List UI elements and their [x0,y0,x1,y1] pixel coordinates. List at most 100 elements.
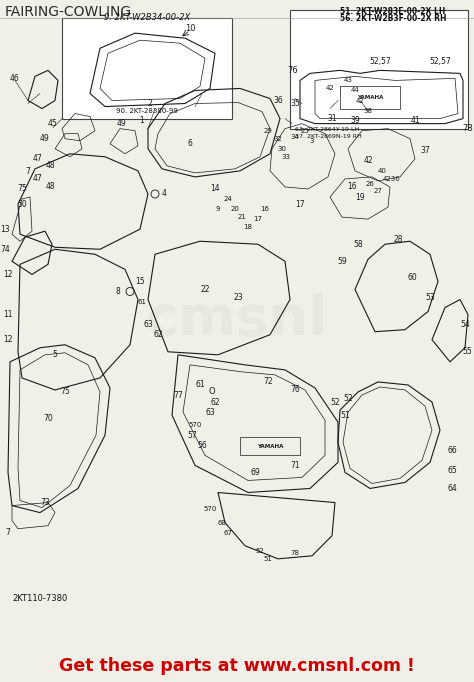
Text: 7: 7 [6,528,10,537]
Text: 61: 61 [138,299,147,305]
Text: 28: 28 [393,235,403,243]
Text: 42: 42 [356,98,365,104]
Text: 11: 11 [3,310,13,319]
Text: YAMAHA: YAMAHA [357,95,383,100]
Text: 51. 2KT-W283E-00-2X LH: 51. 2KT-W283E-00-2X LH [340,7,446,16]
Text: 33: 33 [282,154,291,160]
Text: 58: 58 [353,240,363,249]
Text: 30: 30 [277,146,286,152]
Text: 48: 48 [45,162,55,170]
Text: 74: 74 [0,245,10,254]
Text: 66: 66 [447,446,457,455]
Text: 15: 15 [135,277,145,286]
Text: 54: 54 [460,320,470,329]
Text: 44: 44 [351,87,359,93]
Text: 7: 7 [26,167,30,177]
Text: 9: 9 [216,206,220,212]
Text: 39: 39 [350,116,360,125]
Text: 5: 5 [53,351,57,359]
Text: 29: 29 [264,128,273,134]
Text: 52: 52 [330,398,340,406]
Text: 63. 2KT-2864Y-19 LH: 63. 2KT-2864Y-19 LH [295,127,359,132]
Text: FAIRING-COWLING: FAIRING-COWLING [5,5,132,19]
Text: 51: 51 [264,556,273,562]
Text: 6: 6 [188,139,192,148]
Text: 41: 41 [410,116,420,125]
Text: YAMAHA: YAMAHA [257,444,283,449]
Text: 76: 76 [287,66,298,75]
Text: 68: 68 [218,520,227,526]
Text: 14: 14 [210,184,220,194]
Text: 35: 35 [290,99,300,108]
Text: 17: 17 [295,200,305,209]
Text: 36: 36 [273,96,283,105]
Text: 47: 47 [33,175,43,183]
Text: 64: 64 [447,484,457,493]
Text: 27: 27 [374,188,383,194]
Text: 60: 60 [407,273,417,282]
Text: 90. 2KT-28380-99: 90. 2KT-28380-99 [116,108,178,114]
Text: 52: 52 [343,394,353,402]
Text: 31: 31 [327,114,337,123]
Text: 12: 12 [3,336,13,344]
Text: 18: 18 [244,224,253,230]
Text: 49: 49 [40,134,50,143]
Text: 25: 25 [301,128,310,134]
Text: cmsnl: cmsnl [146,293,328,346]
Text: 16: 16 [261,206,270,212]
Text: 2: 2 [147,99,152,108]
Text: 78: 78 [462,124,473,133]
Text: 16: 16 [347,183,357,192]
Text: 570: 570 [188,422,202,428]
Text: 37. 2KT-2869N-19 RH: 37. 2KT-2869N-19 RH [295,134,362,138]
Text: 2KT110-7380: 2KT110-7380 [12,594,67,603]
Text: 10: 10 [185,24,195,33]
Text: 4: 4 [162,190,167,198]
Text: 4236: 4236 [383,176,401,182]
Text: 17: 17 [254,216,263,222]
Text: 59: 59 [337,257,347,266]
Text: 65: 65 [447,466,457,475]
Text: 69: 69 [250,468,260,477]
Text: 40: 40 [378,168,386,174]
Bar [290,10,468,129]
Text: 52: 52 [255,548,264,554]
Text: 48: 48 [45,183,55,192]
Text: 72: 72 [263,377,273,387]
Text: 52,57: 52,57 [429,57,451,66]
Text: 32: 32 [273,136,283,142]
Text: 63: 63 [205,408,215,417]
Text: 53: 53 [425,293,435,302]
Text: 45: 45 [48,119,58,128]
Text: 75: 75 [60,387,70,396]
Text: 570: 570 [203,505,217,512]
Text: 49: 49 [117,119,127,128]
Text: 73: 73 [40,498,50,507]
Text: 77: 77 [173,391,183,400]
Text: Get these parts at www.cmsnl.com !: Get these parts at www.cmsnl.com ! [59,657,415,674]
Text: 23: 23 [233,293,243,302]
Text: 51: 51 [340,411,350,419]
Text: 50: 50 [17,200,27,209]
Text: 34: 34 [291,134,300,140]
Text: 9. 2KT-W2B34-00-2X: 9. 2KT-W2B34-00-2X [104,13,190,22]
Text: 21: 21 [237,214,246,220]
Text: 63: 63 [143,320,153,329]
Text: 55: 55 [462,347,472,356]
Text: 26: 26 [365,181,374,187]
Text: 43: 43 [344,78,353,83]
Text: 76: 76 [290,385,300,394]
Text: 12: 12 [3,270,13,279]
Text: O: O [209,387,215,396]
Text: 24: 24 [224,196,232,202]
Text: 62: 62 [210,398,220,406]
Text: 67: 67 [224,530,233,535]
Text: 62: 62 [153,330,163,339]
Text: 22: 22 [200,285,210,294]
Text: 20: 20 [230,206,239,212]
Text: 13: 13 [0,224,10,234]
Text: 42: 42 [363,156,373,165]
Text: 61: 61 [195,381,205,389]
Text: 52,57: 52,57 [369,57,391,66]
Text: 47: 47 [33,154,43,163]
